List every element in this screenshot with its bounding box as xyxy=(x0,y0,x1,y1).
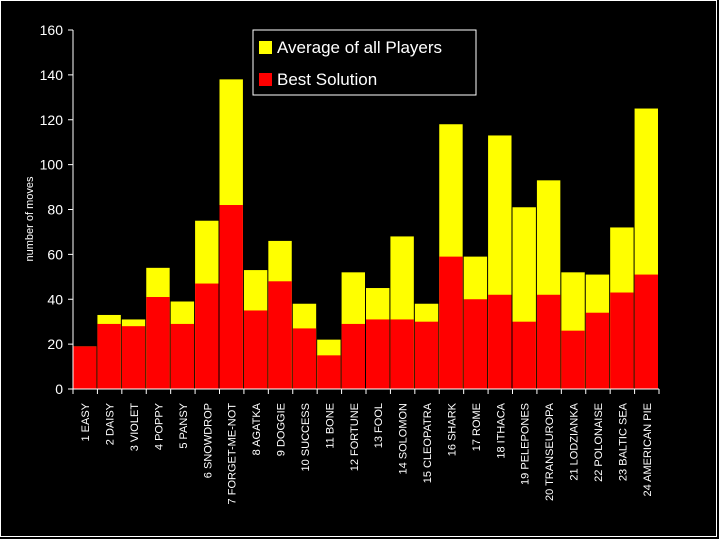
y-tick-label: 60 xyxy=(47,246,63,262)
x-tick-label: 20 TRANSEUROPA xyxy=(544,402,556,501)
x-tick-label: 18 ITHACA xyxy=(495,402,507,458)
bar-best-22 xyxy=(585,312,610,389)
y-tick-label: 20 xyxy=(47,336,63,352)
bar-best-24 xyxy=(634,274,658,389)
legend-box xyxy=(252,29,477,96)
bar-best-23 xyxy=(610,292,634,389)
bar-best-7 xyxy=(219,205,243,389)
x-tick-label: 21 LODZIANKA xyxy=(569,402,581,480)
x-tick-label: 1 EASY xyxy=(80,402,92,441)
bar-best-1 xyxy=(73,346,97,389)
y-tick-label: 100 xyxy=(40,157,64,173)
bar-best-5 xyxy=(170,323,195,389)
bar-best-9 xyxy=(268,281,292,389)
bar-best-3 xyxy=(121,326,146,389)
x-tick-label: 16 SHARK xyxy=(446,402,458,456)
bar-best-20 xyxy=(536,294,561,389)
bar-best-6 xyxy=(195,283,219,389)
bars-group xyxy=(73,79,658,390)
x-tick-label: 19 PELEPONES xyxy=(520,403,532,485)
legend-swatch-average xyxy=(259,41,272,54)
x-tick-label: 11 BONE xyxy=(324,403,336,449)
x-tick-label: 13 FOOL xyxy=(373,403,385,448)
x-tick-label: 12 FORTUNE xyxy=(349,403,361,471)
bar-best-18 xyxy=(488,294,512,389)
x-tick-label: 22 POLONAISE xyxy=(593,403,605,482)
bar-best-16 xyxy=(439,256,463,389)
bar-best-13 xyxy=(366,319,390,389)
bar-best-12 xyxy=(341,323,365,389)
y-tick-label: 0 xyxy=(55,381,63,397)
bar-best-4 xyxy=(146,297,170,389)
bar-best-10 xyxy=(292,328,317,389)
bar-best-19 xyxy=(512,321,536,389)
x-tick-label: 15 CLEOPATRA xyxy=(422,402,434,483)
bar-best-8 xyxy=(243,310,268,389)
y-tick-label: 40 xyxy=(47,291,63,307)
x-tick-label: 23 BALTIC SEA xyxy=(617,402,629,481)
y-tick-label: 120 xyxy=(40,112,64,128)
x-tick-label: 14 SOLOMON xyxy=(398,403,410,475)
x-tick-label: 9 DOGGIE xyxy=(276,403,288,456)
x-tick-label: 3 VIOLET xyxy=(129,403,141,452)
x-tick-label: 7 FORGET-ME-NOT xyxy=(227,403,239,505)
bar-best-15 xyxy=(414,321,439,389)
y-tick-labels: 0 20 40 60 80 100 120 140 160 xyxy=(40,22,64,397)
axes-group xyxy=(68,29,660,394)
x-tick-label: 4 POPPY xyxy=(153,402,165,450)
y-tick-label: 160 xyxy=(40,22,64,38)
x-tick-label: 2 DAISY xyxy=(105,402,117,445)
legend-swatch-best xyxy=(259,73,272,86)
x-tick-label: 8 AGATKA xyxy=(251,402,263,455)
x-tick-label: 24 AMERICAN PIE xyxy=(642,403,654,497)
x-tick-label: 5 PANSY xyxy=(178,402,190,448)
bar-best-17 xyxy=(463,299,488,389)
y-axis-label: number of moves xyxy=(24,176,36,261)
bar-best-21 xyxy=(561,330,585,389)
bar-best-11 xyxy=(317,355,341,389)
legend: Average of all Players Best Solution xyxy=(252,29,477,96)
bar-best-14 xyxy=(390,319,414,389)
legend-label-average: Average of all Players xyxy=(277,38,442,57)
y-tick-label: 140 xyxy=(40,67,64,83)
x-tick-label: 6 SNOWDROP xyxy=(202,403,214,478)
x-tick-labels: 1 EASY 2 DAISY 3 VIOLET 4 POPPY 5 PANSY 6 SNO… xyxy=(80,402,654,504)
legend-label-best: Best Solution xyxy=(277,70,377,89)
y-tick-label: 80 xyxy=(47,202,63,218)
bar-best-2 xyxy=(97,323,121,389)
x-tick-label: 10 SUCCESS xyxy=(300,403,312,471)
x-tick-label: 17 ROME xyxy=(471,403,483,451)
